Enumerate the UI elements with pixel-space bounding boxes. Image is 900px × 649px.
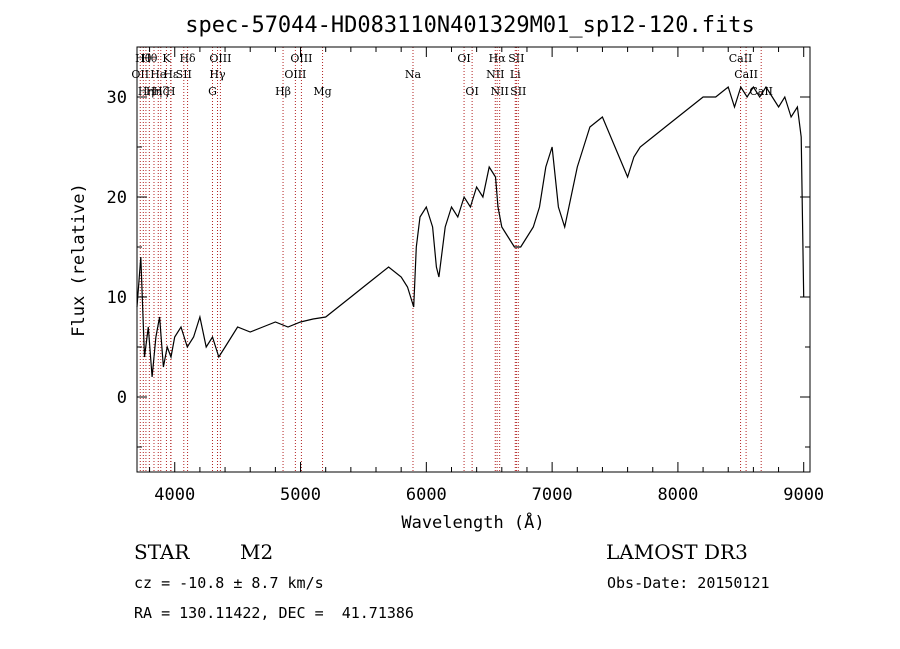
spectral-line-label: Mg bbox=[313, 85, 331, 98]
y-axis: 0 10 20 30 bbox=[107, 46, 810, 448]
x-axis: 4000 5000 6000 7000 8000 9000 bbox=[149, 47, 824, 505]
spectral-line-label: G bbox=[208, 85, 217, 98]
spectral-line-label: Hη bbox=[138, 85, 154, 98]
spectral-line-label: H bbox=[166, 85, 176, 98]
y-tick-label: 10 bbox=[107, 288, 127, 308]
x-tick-label: 4000 bbox=[154, 485, 195, 505]
spectral-line-label: Hγ bbox=[209, 68, 226, 81]
spectral-line-label: Hθ bbox=[141, 52, 158, 65]
x-tick-label: 5000 bbox=[280, 485, 321, 505]
x-axis-label: Wavelength (Å) bbox=[401, 511, 544, 533]
spectral-line-label: CaII bbox=[734, 68, 758, 81]
spectral-line-label: OI bbox=[457, 52, 470, 65]
spectral-line-label: NII bbox=[491, 85, 509, 98]
spectral-line-label: Hη bbox=[146, 85, 162, 98]
radec-text: RA = 130.11422, DEC = 41.71386 bbox=[134, 604, 414, 622]
spectral-line-label: OIII bbox=[290, 52, 312, 65]
x-tick-label: 9000 bbox=[783, 485, 824, 505]
redshift-text: cz = -10.8 ± 8.7 km/s bbox=[134, 574, 324, 592]
y-tick-label: 30 bbox=[107, 88, 127, 108]
spectral-line-label: CaII bbox=[729, 52, 753, 65]
spectral-line-label: Hδ bbox=[179, 52, 196, 65]
spectral-line-label: Hθ bbox=[135, 52, 152, 65]
chart-title: spec-57044-HD083110N401329M01_sp12-120.f… bbox=[185, 13, 755, 38]
spectrum-series bbox=[136, 85, 805, 378]
plot-frame bbox=[136, 46, 811, 473]
spectral-lines: OIIHθHηHθHηHeHζKHHεSIIHδGHγOIIIHβOIIIOII… bbox=[131, 47, 773, 472]
spectral-line-label: NII bbox=[486, 68, 504, 81]
spectral-line-label: OIII bbox=[209, 52, 231, 65]
obs-date-text: Obs-Date: 20150121 bbox=[607, 574, 770, 592]
spectral-line-label: OIII bbox=[284, 68, 306, 81]
survey-label: LAMOST DR3 bbox=[606, 540, 748, 564]
spectral-line-label: Li bbox=[510, 68, 521, 81]
x-tick-label: 6000 bbox=[406, 485, 447, 505]
spectral-line-label: SII bbox=[508, 52, 524, 65]
object-subclass: M2 bbox=[240, 540, 274, 564]
spectral-line-label: Hε bbox=[163, 68, 179, 81]
x-tick-label: 8000 bbox=[657, 485, 698, 505]
spectral-line-label: Hα bbox=[489, 52, 507, 65]
spectral-line-label: He bbox=[150, 68, 166, 81]
spectral-line-label: Na bbox=[405, 68, 422, 81]
x-tick-label: 7000 bbox=[532, 485, 573, 505]
spectral-line-label: OII bbox=[131, 68, 149, 81]
spectral-line-label: Hζ bbox=[153, 85, 169, 98]
spectral-line-label: K bbox=[162, 52, 171, 65]
spectral-line-label: Hβ bbox=[275, 85, 291, 98]
spectral-line-label: SII bbox=[176, 68, 192, 81]
y-axis-label: Flux (relative) bbox=[69, 183, 89, 337]
y-tick-label: 20 bbox=[107, 188, 127, 208]
spectral-line-label: OI bbox=[465, 85, 478, 98]
y-tick-label: 0 bbox=[117, 388, 127, 408]
object-class: STAR bbox=[134, 540, 190, 564]
spectral-line-label: SII bbox=[510, 85, 526, 98]
